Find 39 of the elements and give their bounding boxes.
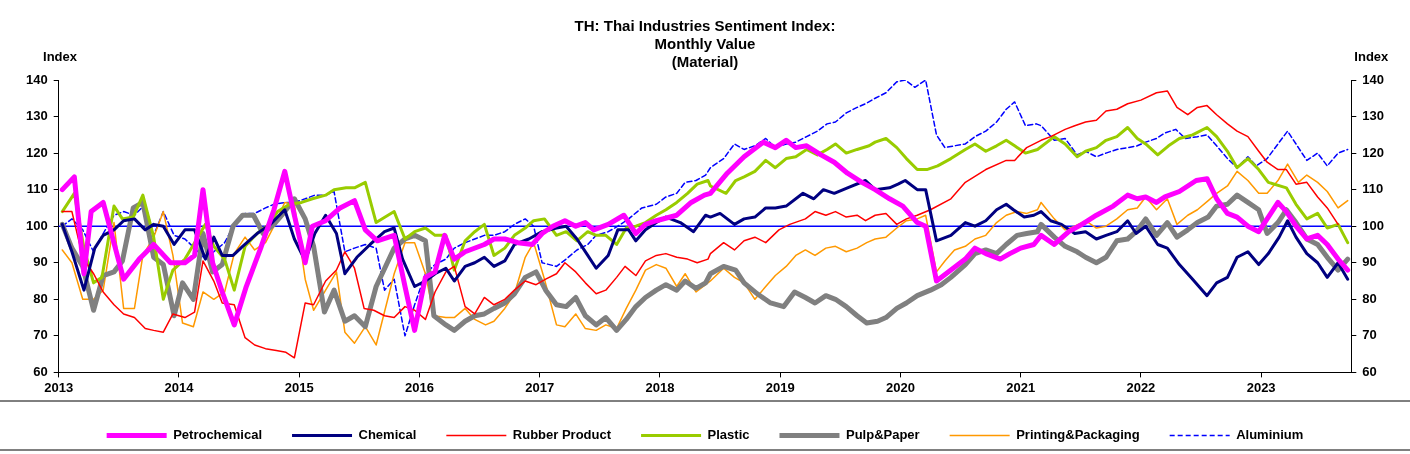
y-tick-label: 140 [25,71,48,87]
x-tick-label: 2017 [525,379,555,395]
x-tick-label: 2013 [44,379,74,395]
y-tick-label: 110 [26,181,48,197]
y2-tick-label: 120 [1362,144,1385,160]
legend-label: Petrochemical [173,427,263,443]
x-tick-label: 2020 [885,379,915,395]
y2-tick-label: 130 [1362,108,1385,124]
x-tick-label: 2016 [404,379,434,395]
y2-tick-label: 110 [1362,181,1384,197]
y2-tick-label: 60 [1362,363,1377,379]
y2-axis-title: Index [1354,49,1390,65]
legend-label: Aluminium [1236,427,1304,443]
y2-tick-label: 80 [1362,290,1377,306]
y2-tick-label: 140 [1362,71,1385,87]
y-tick-label: 100 [25,217,48,233]
y-tick-label: 120 [25,144,48,160]
x-tick-label: 2015 [284,379,314,395]
x-tick-label: 2022 [1126,379,1156,395]
x-tick-label: 2018 [645,379,675,395]
y-tick-label: 80 [33,290,48,306]
legend-label: Plastic [707,427,750,443]
legend-label: Pulp&Paper [845,427,920,443]
x-tick-label: 2023 [1246,379,1276,395]
chart-title: TH: Thai Industries Sentiment Index: Monthly Value (Material) [574,17,836,71]
x-tick-label: 2019 [765,379,795,395]
legend-label: Printing&Packaging [1016,427,1140,443]
y-tick-label: 90 [33,254,48,270]
y2-tick-label: 70 [1362,327,1377,343]
y2-tick-label: 90 [1362,254,1377,270]
y-tick-label: 60 [33,363,48,379]
y-axis-title: Index [43,49,78,65]
x-tick-label: 2021 [1006,379,1036,395]
x-tick-label: 2014 [164,379,195,395]
y-tick-label: 70 [33,327,48,343]
legend-label: Rubber Product [512,427,612,443]
y-tick-label: 130 [25,108,48,124]
legend-label: Chemical [358,427,417,443]
y2-tick-label: 100 [1362,217,1385,233]
